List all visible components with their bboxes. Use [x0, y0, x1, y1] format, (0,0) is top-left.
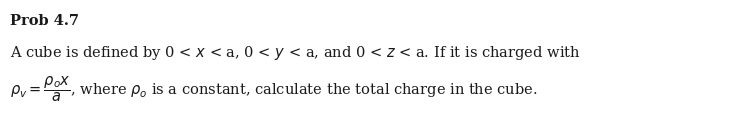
Text: $\rho_v = \dfrac{\rho_o x}{a}$, where $\rho_o$ is a constant, calculate the tota: $\rho_v = \dfrac{\rho_o x}{a}$, where $\… [10, 74, 537, 104]
Text: Prob 4.7: Prob 4.7 [10, 14, 79, 28]
Text: A cube is defined by 0 < $x$ < a, 0 < $y$ < a, and 0 < $z$ < a. If it is charged: A cube is defined by 0 < $x$ < a, 0 < $y… [10, 44, 581, 62]
